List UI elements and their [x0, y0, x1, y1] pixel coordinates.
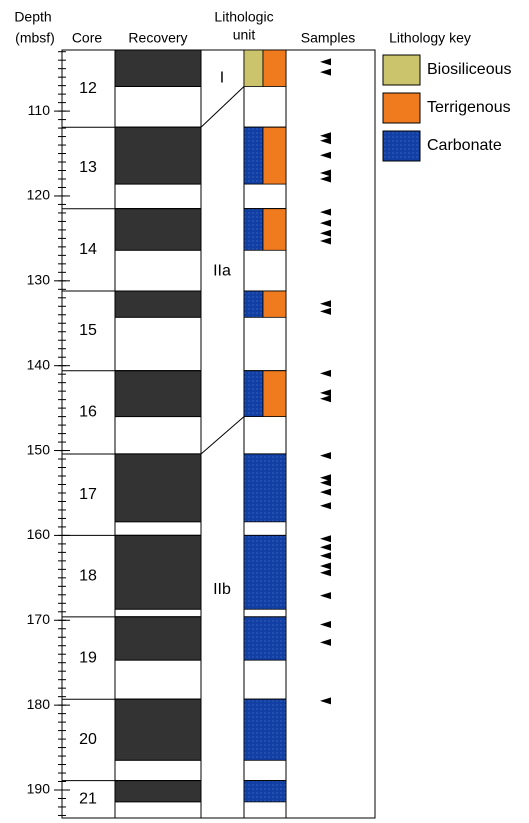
core-label: 20 [79, 731, 97, 748]
sample-marker [320, 58, 331, 66]
lithology-fill [262, 208, 287, 251]
lithology-fill [243, 126, 264, 185]
depth-tick-label: 130 [27, 272, 51, 288]
depth-tick-label: 150 [27, 441, 51, 457]
key-label: Biosiliceous [427, 61, 511, 78]
lithology-fill [243, 780, 287, 803]
sample-marker [320, 300, 331, 308]
lithology-fill [243, 49, 264, 87]
depth-tick-label: 120 [27, 187, 51, 203]
header-unit: unit [233, 27, 256, 43]
sample-marker [320, 68, 331, 76]
recovered-section [114, 208, 202, 251]
unit-label: I [220, 70, 224, 87]
header-depth: Depth [14, 9, 51, 25]
sample-marker [320, 389, 331, 397]
lithology-fill [262, 370, 287, 418]
sample-marker [320, 479, 331, 487]
depth-tick-label: 180 [27, 696, 51, 712]
core-label: 18 [79, 567, 97, 584]
key-label: Terrigenous [427, 99, 511, 116]
core-label: 21 [79, 791, 97, 808]
header-recovery: Recovery [128, 30, 187, 46]
lithology-fill [243, 698, 287, 761]
lithology-fill [243, 370, 264, 418]
recovered-section [114, 370, 202, 418]
unit-boundary [200, 86, 245, 128]
sample-marker [320, 175, 331, 183]
sample-marker [320, 229, 331, 237]
sample-marker [320, 395, 331, 403]
core-label: 16 [79, 404, 97, 421]
sample-marker [320, 488, 331, 496]
lithology-fill [262, 126, 287, 185]
sample-marker [320, 535, 331, 543]
sample-marker [320, 474, 331, 482]
header-samples: Samples [301, 30, 355, 46]
sample-marker [320, 592, 331, 600]
recovered-section [114, 453, 202, 523]
key-swatch [382, 130, 421, 162]
core-label: 14 [79, 241, 97, 258]
sample-marker [320, 369, 331, 377]
lithology-fill [243, 453, 287, 523]
key-swatch [382, 54, 421, 86]
recovered-section [114, 290, 202, 318]
sample-marker [320, 169, 331, 177]
depth-tick-label: 190 [27, 781, 51, 797]
lithology-fill [262, 49, 287, 87]
lithology-fill [243, 208, 264, 251]
lithology-fill [262, 290, 287, 318]
depth-tick-label: 160 [27, 526, 51, 542]
sample-marker [320, 237, 331, 245]
recovered-section [114, 698, 202, 761]
core-label: 12 [79, 80, 97, 97]
sample-marker [320, 562, 331, 570]
sample-marker [320, 137, 331, 145]
sample-marker [320, 307, 331, 315]
recovered-section [114, 780, 202, 803]
recovered-section [114, 49, 202, 87]
core-label: 13 [79, 159, 97, 176]
sample-marker [320, 219, 331, 227]
sample-marker [320, 697, 331, 705]
header-key: Lithology key [389, 30, 471, 46]
recovered-section [114, 534, 202, 610]
unit-label: IIa [213, 262, 231, 279]
depth-tick-label: 110 [28, 102, 51, 118]
unit-boundary [200, 416, 245, 455]
depth-tick-label: 170 [27, 611, 51, 627]
header-depth-unit: (mbsf) [15, 30, 55, 46]
sample-marker [320, 452, 331, 460]
sample-marker [320, 208, 331, 216]
header-core: Core [72, 30, 103, 46]
recovered-section [114, 126, 202, 185]
depth-tick-label: 140 [27, 356, 51, 372]
sample-marker [320, 569, 331, 577]
sample-marker [320, 552, 331, 560]
key-label: Carbonate [427, 137, 502, 154]
core-label: 17 [79, 486, 97, 503]
sample-marker [320, 638, 331, 646]
sample-marker [320, 151, 331, 159]
lithology-fill [243, 616, 287, 661]
sample-marker [320, 502, 331, 510]
lithology-fill [243, 535, 287, 610]
unit-label: IIb [213, 581, 231, 598]
core-label: 15 [79, 322, 97, 339]
lithology-fill [243, 290, 264, 318]
recovered-section [114, 616, 202, 661]
sample-marker [320, 621, 331, 629]
sample-marker [320, 543, 331, 551]
key-swatch [382, 92, 421, 124]
header-unit: Lithologic [214, 9, 273, 25]
sample-marker [320, 132, 331, 140]
core-label: 19 [79, 649, 97, 666]
